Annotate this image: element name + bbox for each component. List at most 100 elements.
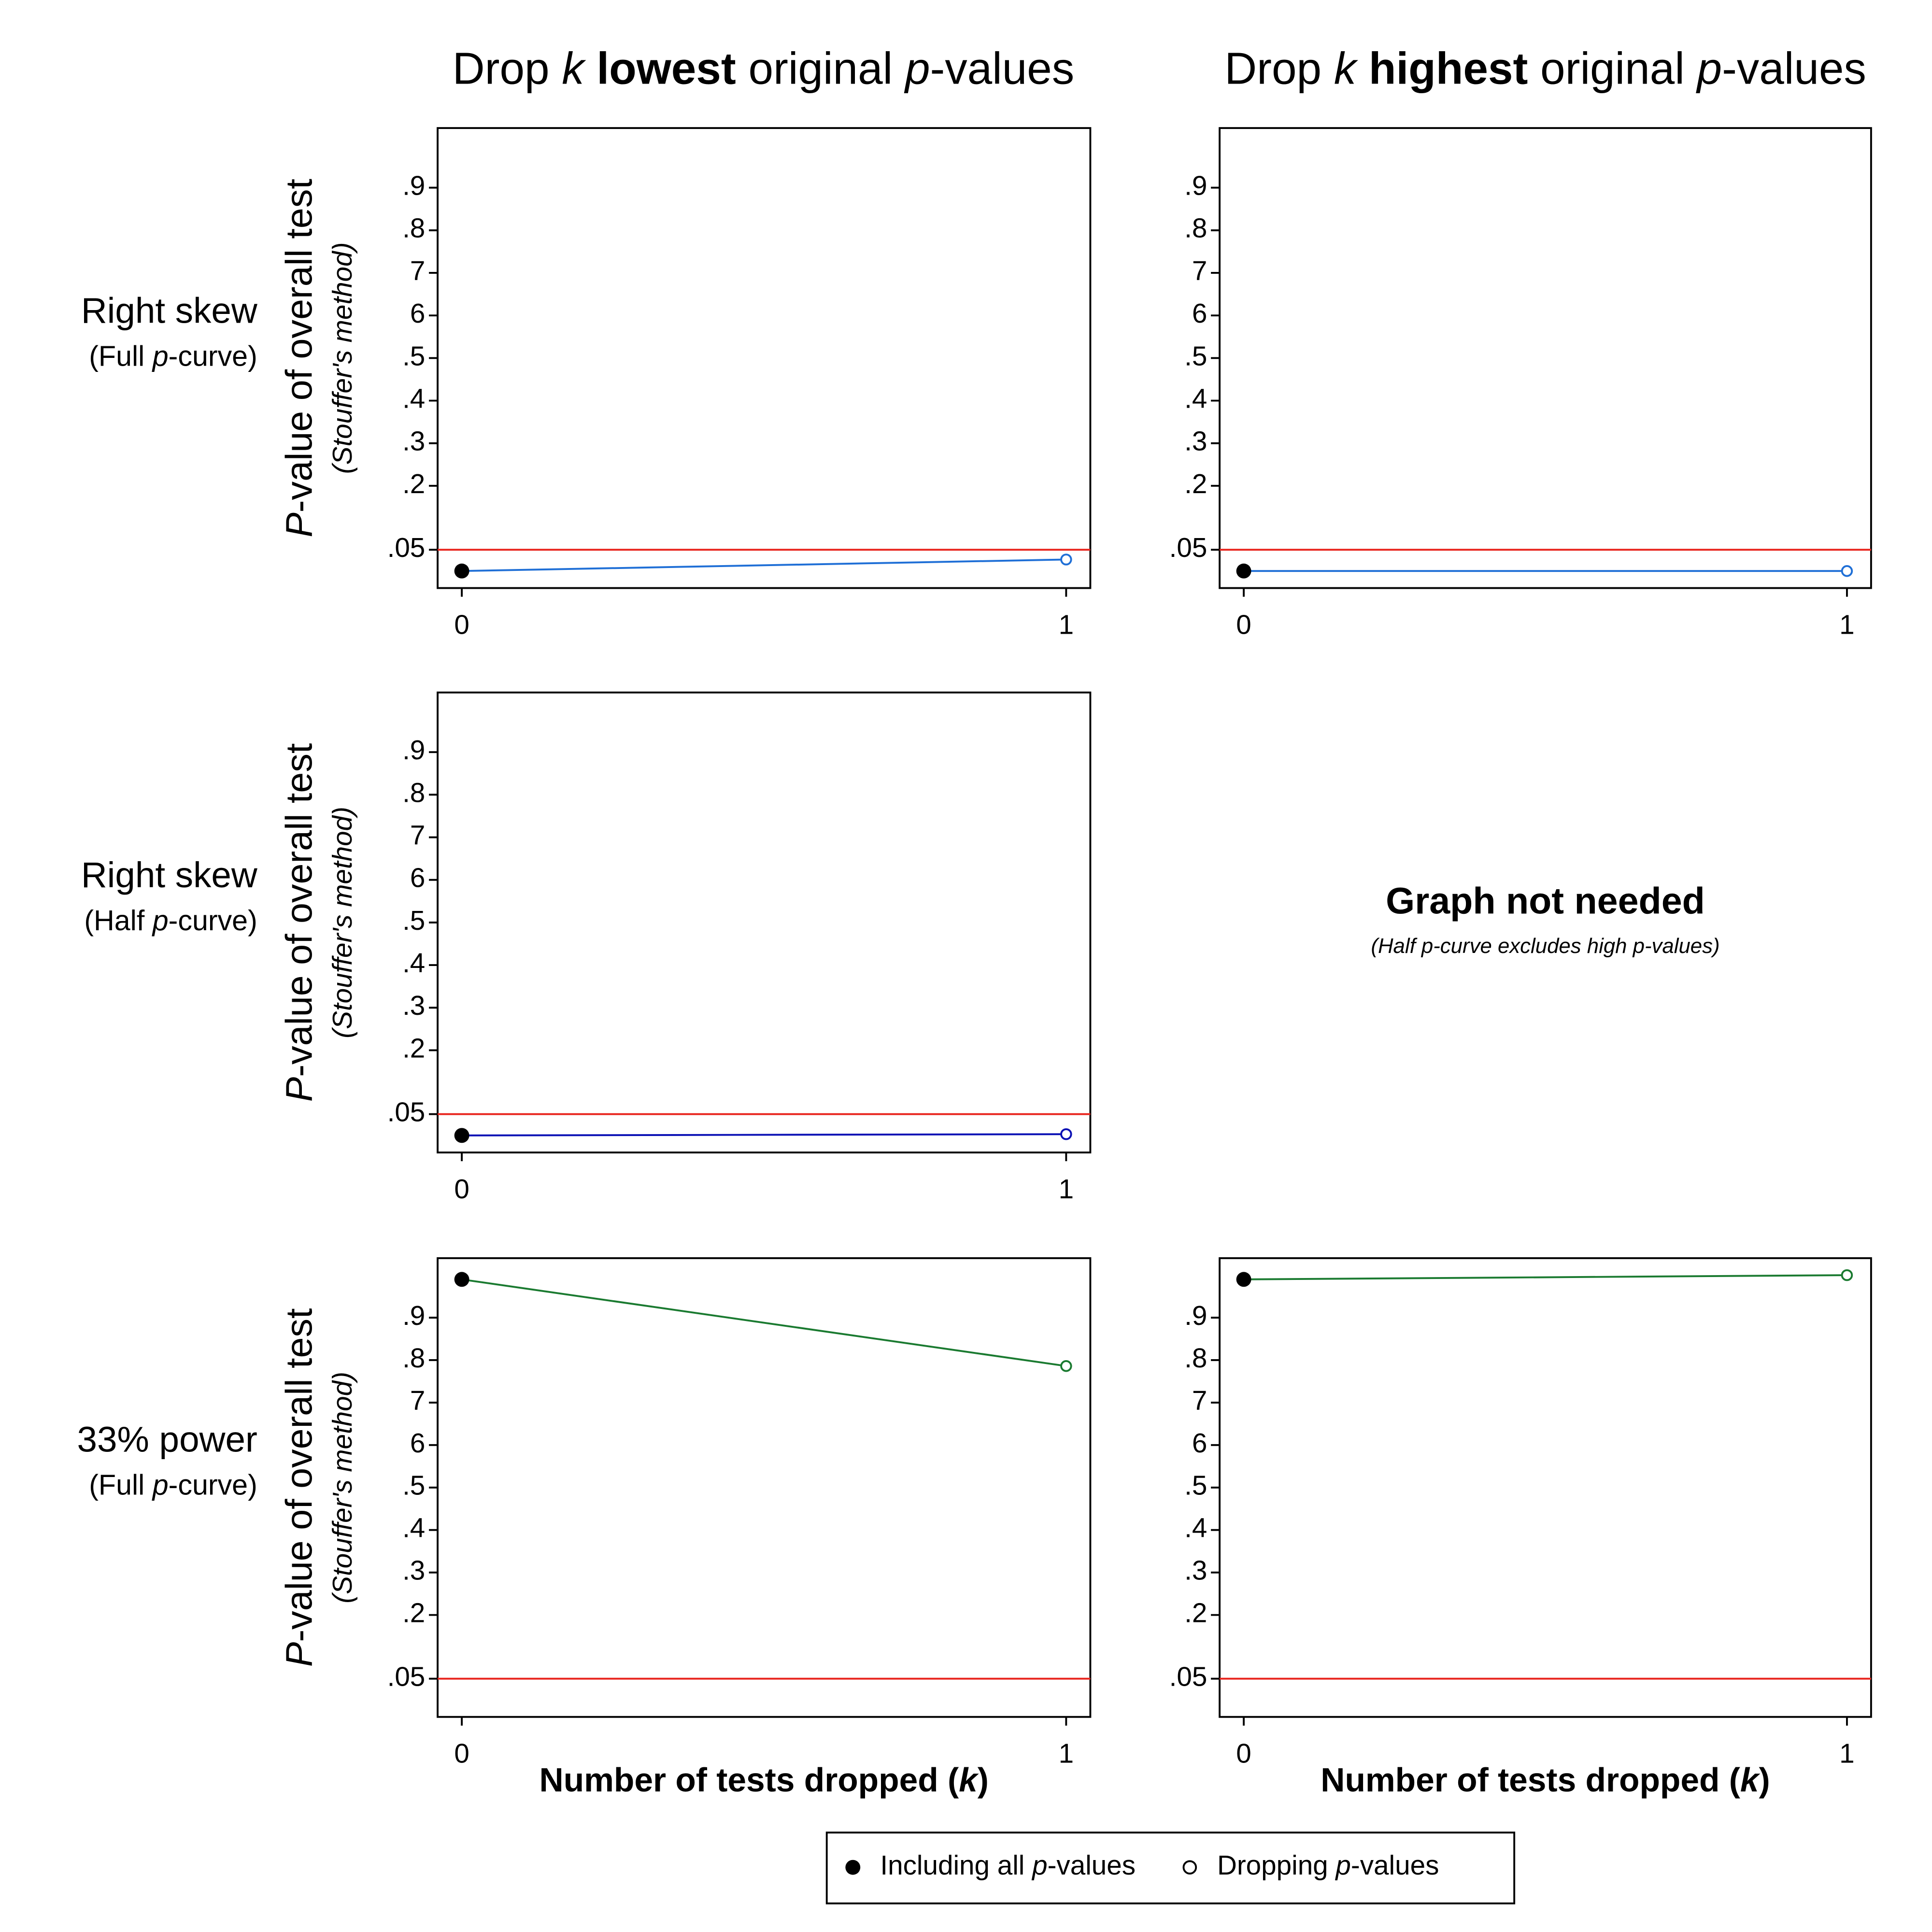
row-sublabel-part: (Full	[89, 340, 153, 372]
row-sublabel-part: (Half	[84, 904, 152, 937]
y-tick-label: .4	[402, 1513, 425, 1543]
legend-label: Dropping p-values	[1217, 1850, 1439, 1880]
column-title: Drop k lowest original p-values	[453, 43, 1074, 94]
x-axis-label: Number of tests dropped (k)	[1321, 1761, 1770, 1799]
y-tick-label: .9	[1184, 170, 1207, 201]
y-tick-label: 6	[410, 298, 425, 328]
y-axis-label: P-value of overall test	[279, 1308, 320, 1667]
y-axis-label-part: P	[279, 1077, 320, 1102]
x-tick-label: 1	[1059, 609, 1074, 639]
legend-label-part: Dropping	[1217, 1850, 1335, 1880]
y-tick-label: .3	[402, 1555, 425, 1586]
point-all	[1236, 563, 1251, 579]
y-tick-label: .4	[402, 383, 425, 413]
y-tick-label: 7	[410, 820, 425, 850]
x-axis-label-part: )	[978, 1761, 989, 1799]
series-line	[462, 1133, 1066, 1136]
y-tick-label: .8	[1184, 1343, 1207, 1373]
y-tick-label: .2	[402, 1033, 425, 1063]
column-title-part: -values	[930, 43, 1074, 94]
legend-box	[825, 1832, 1516, 1904]
y-tick-label: .4	[1184, 383, 1207, 413]
y-axis-sublabel: (Stouffer's method)	[327, 1372, 357, 1604]
y-tick-label: .9	[402, 1300, 425, 1331]
row-sublabel: (Full p-curve)	[89, 340, 257, 372]
y-tick-label: .4	[402, 948, 425, 978]
point-dropped	[1060, 1360, 1072, 1372]
legend-label-part: p	[1031, 1850, 1047, 1880]
row-sublabel-part: p	[152, 904, 169, 937]
x-tick-label: 0	[1236, 1738, 1251, 1768]
y-tick-label: 6	[410, 863, 425, 893]
row-sublabel-part: p	[152, 340, 169, 372]
row-sublabel-part: (Full	[89, 1468, 153, 1501]
point-all	[1236, 1272, 1251, 1287]
y-tick-label: .5	[1184, 1470, 1207, 1501]
y-tick-label: .05	[387, 1097, 426, 1127]
y-tick-label: .8	[402, 1343, 425, 1373]
y-tick-label: .05	[1169, 1662, 1208, 1692]
y-axis-label: P-value of overall test	[279, 743, 320, 1102]
y-tick-label: .3	[402, 426, 425, 456]
x-tick-label: 0	[454, 1174, 469, 1204]
column-title-part: lowest	[597, 43, 736, 94]
legend-label-part: Including all	[880, 1850, 1032, 1880]
y-tick-label: .2	[402, 469, 425, 499]
x-axis-label-part: k	[1740, 1761, 1761, 1799]
y-tick-label: .3	[1184, 426, 1207, 456]
row-label: Right skew	[81, 854, 258, 895]
column-title-part: original	[1528, 43, 1697, 94]
y-tick-label: .8	[402, 777, 425, 808]
series-line	[1244, 1274, 1847, 1280]
column-title-part: Drop	[1224, 43, 1334, 94]
column-title-part	[1356, 43, 1369, 94]
column-title-part: p	[904, 43, 930, 94]
row-label: Right skew	[81, 290, 258, 330]
column-title-part: k	[1334, 43, 1359, 94]
legend-label-part: -values	[1048, 1850, 1136, 1880]
x-axis-label-part: Number of tests dropped (	[540, 1761, 959, 1799]
series-line	[462, 558, 1066, 572]
row-sublabel-part: -curve)	[169, 904, 257, 937]
y-tick-label: .2	[1184, 1598, 1207, 1628]
x-tick-label: 1	[1839, 609, 1854, 639]
y-tick-label: .3	[402, 990, 425, 1021]
y-tick-label: 7	[410, 256, 425, 286]
y-tick-label: .5	[402, 1470, 425, 1501]
y-tick-label: .3	[1184, 1555, 1207, 1586]
legend-marker	[1182, 1860, 1197, 1875]
legend-label-part: -values	[1351, 1850, 1439, 1880]
y-tick-label: 7	[1192, 1385, 1207, 1416]
x-tick-label: 1	[1059, 1738, 1074, 1768]
point-dropped	[1841, 1269, 1853, 1281]
x-axis-label: Number of tests dropped (k)	[540, 1761, 989, 1799]
point-dropped	[1060, 554, 1072, 566]
y-tick-label: .2	[402, 1598, 425, 1628]
point-all	[454, 1128, 469, 1143]
y-tick-label: .4	[1184, 1513, 1207, 1543]
y-tick-label: .05	[387, 532, 426, 563]
x-tick-label: 1	[1059, 1174, 1074, 1204]
placeholder-title: Graph not needed	[1386, 881, 1705, 922]
legend-label: Including all p-values	[880, 1850, 1136, 1880]
y-axis-sublabel: (Stouffer's method)	[327, 242, 357, 474]
x-tick-label: 0	[454, 1738, 469, 1768]
series-line	[461, 1278, 1066, 1367]
y-tick-label: 6	[410, 1428, 425, 1458]
point-all	[454, 563, 469, 579]
x-tick-label: 0	[1236, 609, 1251, 639]
point-all	[454, 1272, 469, 1287]
y-axis-label-part: -value of overall test	[279, 1308, 320, 1642]
y-tick-label: .05	[387, 1662, 426, 1692]
x-axis-label-part: )	[1759, 1761, 1770, 1799]
y-axis-label-part: -value of overall test	[279, 743, 320, 1077]
y-tick-label: .2	[1184, 469, 1207, 499]
y-axis-label-part: -value of overall test	[279, 179, 320, 512]
column-title-part: -values	[1722, 43, 1866, 94]
column-title: Drop k highest original p-values	[1224, 43, 1866, 94]
y-tick-label: .9	[1184, 1300, 1207, 1331]
legend-label-part: p	[1335, 1850, 1350, 1880]
y-axis-label-part: P	[279, 1642, 320, 1667]
column-title-part: p	[1696, 43, 1722, 94]
